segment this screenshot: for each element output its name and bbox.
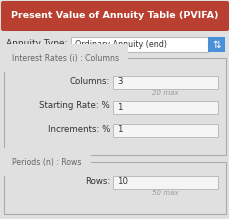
Text: 1: 1 (117, 125, 122, 134)
FancyBboxPatch shape (4, 58, 225, 155)
FancyBboxPatch shape (1, 1, 228, 31)
Text: ⇅: ⇅ (211, 39, 220, 49)
Text: 1: 1 (117, 102, 122, 111)
Text: Rows:: Rows: (84, 177, 109, 185)
Bar (112, 176, 217, 189)
Text: Annuity Type:: Annuity Type: (6, 39, 68, 48)
Text: 20 max: 20 max (152, 90, 178, 96)
Text: 3: 3 (117, 78, 122, 87)
Text: Interest Rates (i) : Columns: Interest Rates (i) : Columns (12, 53, 119, 62)
Bar (207, 37, 224, 52)
Text: Present Value of Annuity Table (PVIFA): Present Value of Annuity Table (PVIFA) (11, 12, 218, 21)
Text: 10: 10 (117, 178, 128, 187)
FancyBboxPatch shape (4, 162, 225, 214)
Bar (112, 124, 217, 137)
Text: Starting Rate: %: Starting Rate: % (39, 101, 109, 111)
Bar (112, 76, 217, 89)
Text: Ordinary Annuity (end): Ordinary Annuity (end) (75, 40, 166, 49)
Text: 50 max: 50 max (152, 190, 178, 196)
Text: Increments: %: Increments: % (47, 124, 109, 134)
Bar (112, 101, 217, 114)
Bar (71, 37, 207, 52)
Text: Columns:: Columns: (69, 76, 109, 85)
Text: Periods (n) : Rows: Periods (n) : Rows (12, 157, 81, 166)
